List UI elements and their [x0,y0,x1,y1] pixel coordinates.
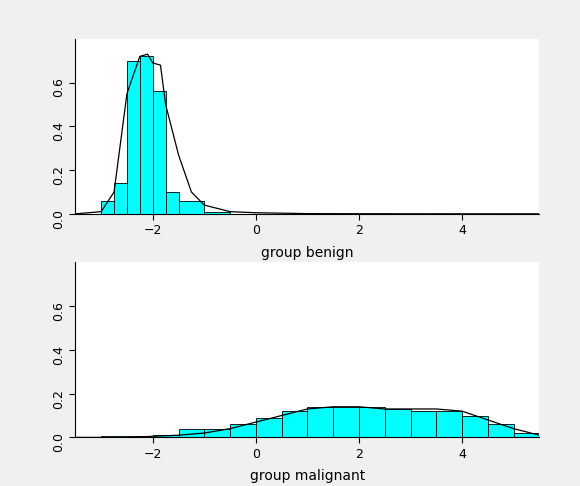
X-axis label: group benign: group benign [261,245,354,260]
Bar [179,429,204,437]
Bar [166,192,179,214]
Bar [256,417,282,437]
Bar [411,411,436,437]
Bar [359,407,385,437]
Bar [179,201,204,214]
Bar [385,409,411,437]
Bar [153,435,179,437]
Bar [514,433,539,437]
Bar [282,411,307,437]
Bar [204,429,230,437]
Bar [462,416,488,437]
Bar [114,183,127,214]
X-axis label: group malignant: group malignant [250,469,365,483]
Bar [230,424,256,437]
Bar [436,411,462,437]
Bar [333,407,359,437]
Bar [153,91,166,214]
Bar [307,407,333,437]
Bar [127,61,140,214]
Bar [140,56,153,214]
Bar [204,211,230,214]
Bar [101,436,153,437]
Bar [488,424,514,437]
Bar [101,201,114,214]
